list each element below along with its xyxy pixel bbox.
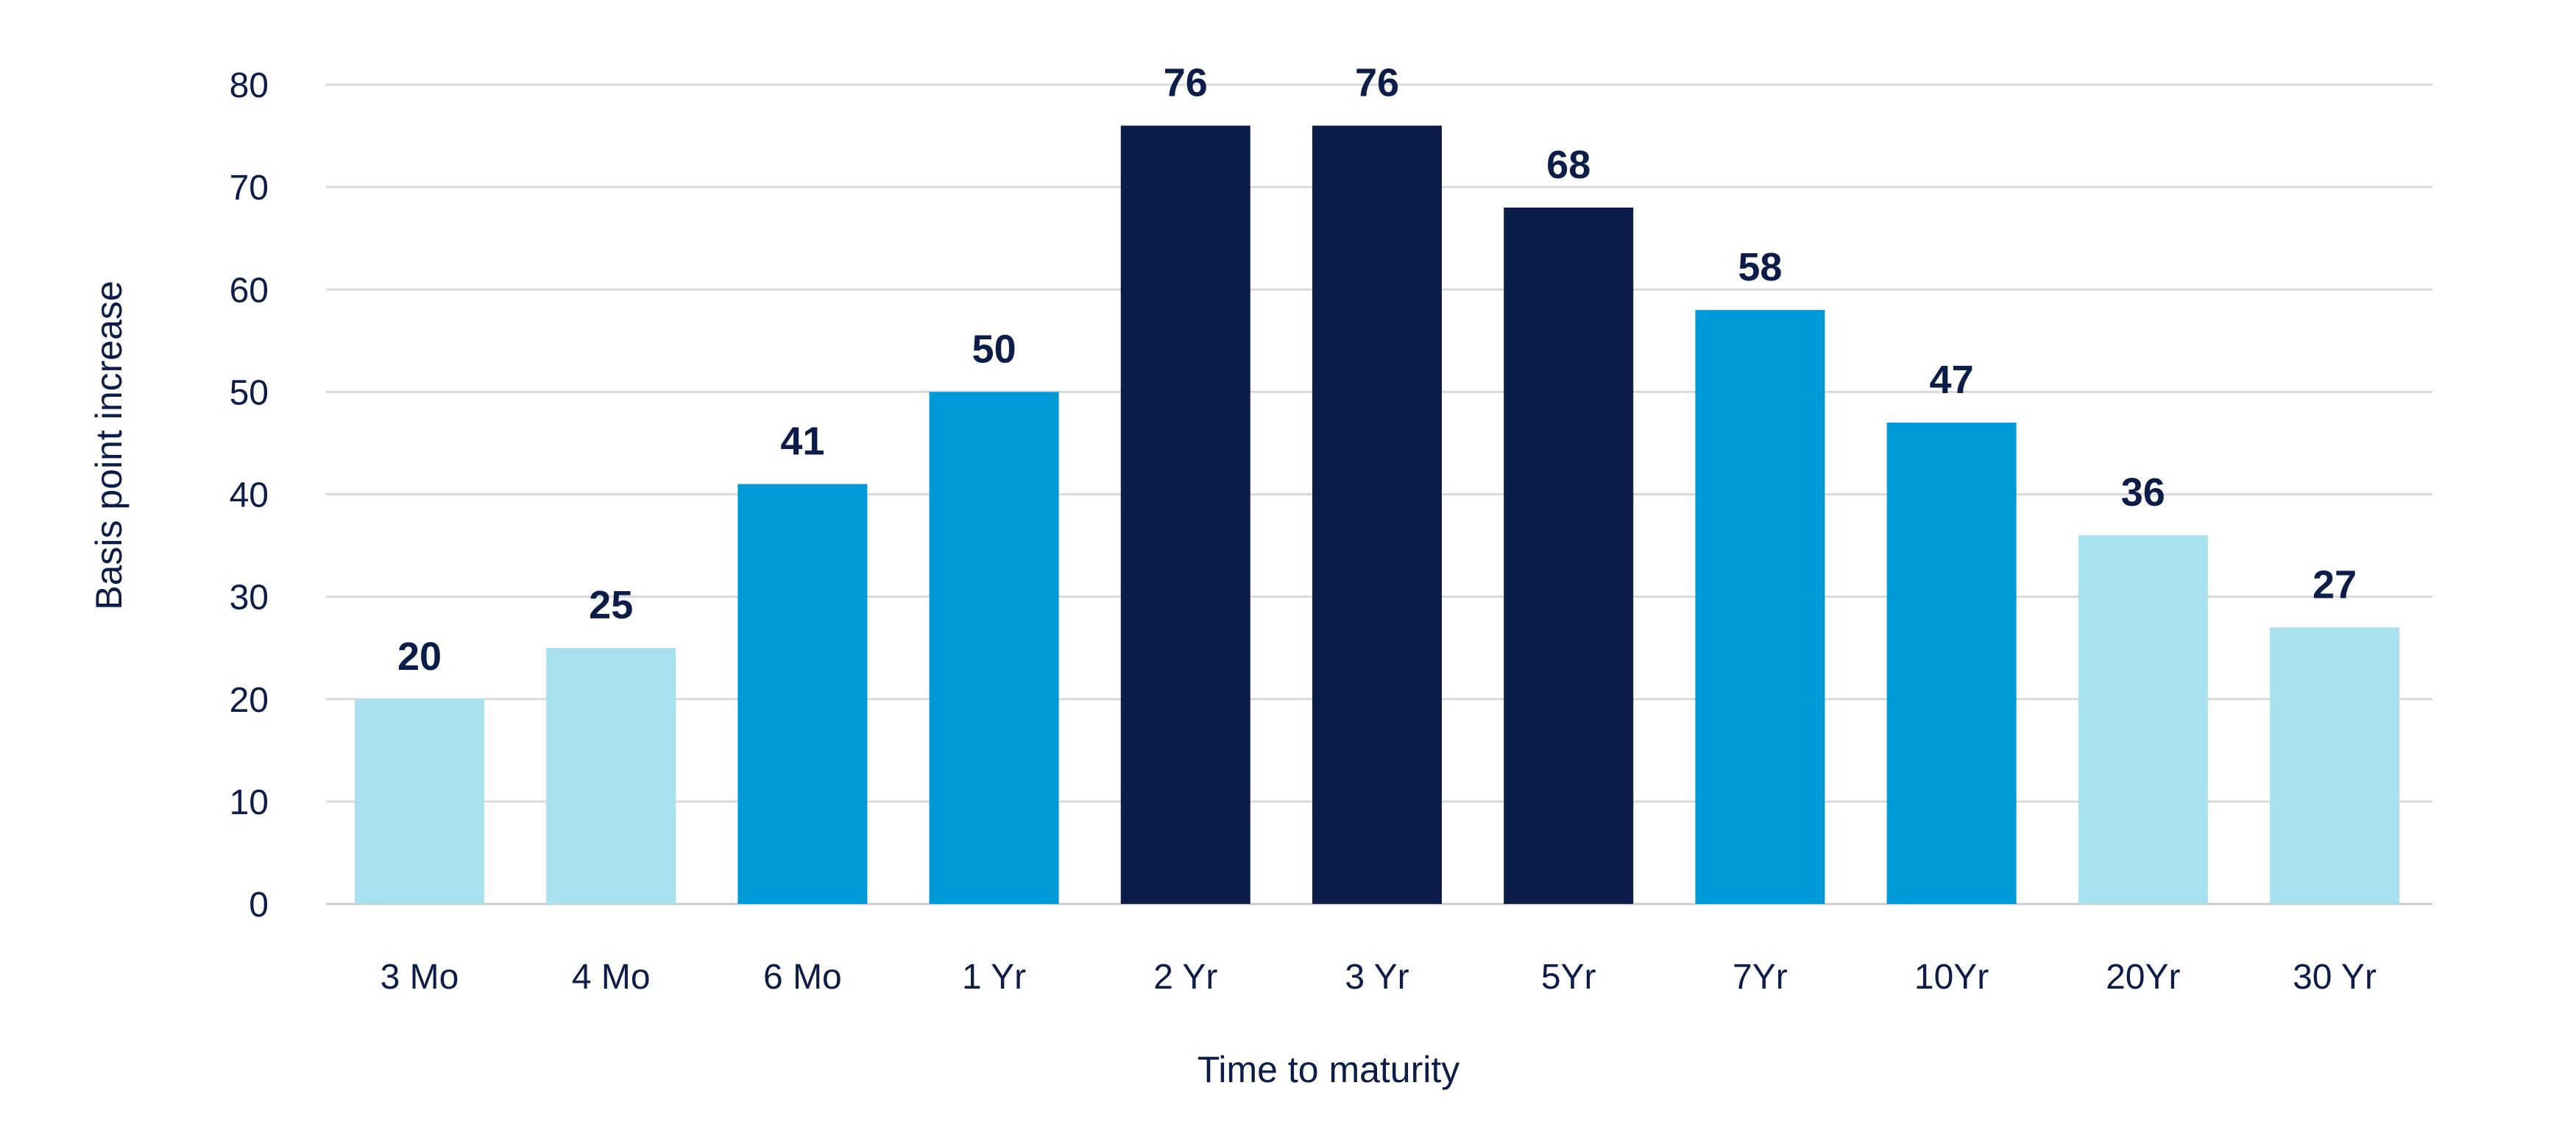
x-tick-label: 1 Yr bbox=[962, 958, 1026, 997]
y-tick-label: 30 bbox=[230, 579, 269, 618]
x-tick-label: 7Yr bbox=[1733, 958, 1788, 997]
y-axis-ticks: 0 10 20 30 40 50 60 70 80 bbox=[230, 66, 269, 925]
y-tick-label: 10 bbox=[230, 783, 269, 822]
x-axis-title: Time to maturity bbox=[1197, 1049, 1460, 1090]
data-label: 27 bbox=[2313, 562, 2357, 607]
data-label: 50 bbox=[972, 327, 1016, 371]
bar bbox=[2270, 627, 2399, 904]
x-tick-label: 4 Mo bbox=[572, 958, 651, 997]
y-tick-label: 70 bbox=[230, 169, 269, 208]
data-label: 25 bbox=[589, 583, 633, 627]
data-label: 76 bbox=[1355, 61, 1399, 105]
bar bbox=[929, 392, 1059, 904]
bars bbox=[355, 125, 2399, 904]
bar bbox=[1312, 125, 1442, 904]
x-axis-ticks: 3 Mo 4 Mo 6 Mo 1 Yr 2 Yr 3 Yr 5Yr 7Yr 10Yr 20Yr 30… bbox=[381, 958, 2377, 997]
bar bbox=[1120, 125, 1250, 904]
x-tick-label: 10Yr bbox=[1914, 958, 1989, 997]
data-label: 76 bbox=[1164, 61, 1208, 105]
y-tick-label: 50 bbox=[230, 373, 269, 412]
x-tick-label: 3 Yr bbox=[1345, 958, 1409, 997]
x-tick-label: 30 Yr bbox=[2293, 958, 2377, 997]
x-tick-label: 6 Mo bbox=[763, 958, 842, 997]
x-tick-label: 20Yr bbox=[2106, 958, 2180, 997]
y-axis-title: Basis point increase bbox=[88, 280, 130, 610]
data-label: 41 bbox=[780, 420, 824, 464]
y-tick-label: 40 bbox=[230, 476, 269, 515]
data-label: 47 bbox=[1930, 358, 1974, 402]
data-label: 68 bbox=[1546, 143, 1590, 187]
value-labels: 20 25 41 50 76 76 68 58 47 36 27 bbox=[397, 61, 2357, 679]
data-label: 20 bbox=[397, 635, 442, 679]
y-tick-label: 0 bbox=[249, 886, 269, 925]
y-tick-label: 60 bbox=[230, 271, 269, 310]
y-tick-label: 20 bbox=[230, 681, 269, 720]
x-tick-label: 3 Mo bbox=[381, 958, 459, 997]
bar bbox=[546, 648, 676, 904]
bar bbox=[2078, 535, 2208, 904]
data-label: 36 bbox=[2121, 470, 2165, 515]
bar bbox=[355, 699, 484, 904]
bar bbox=[1695, 310, 1825, 904]
y-tick-label: 80 bbox=[230, 66, 269, 105]
bar bbox=[737, 484, 868, 904]
bar bbox=[1504, 207, 1634, 904]
x-tick-label: 2 Yr bbox=[1153, 958, 1217, 997]
x-tick-label: 5Yr bbox=[1541, 958, 1596, 997]
bar bbox=[1886, 423, 2017, 904]
data-label: 58 bbox=[1738, 245, 1782, 289]
